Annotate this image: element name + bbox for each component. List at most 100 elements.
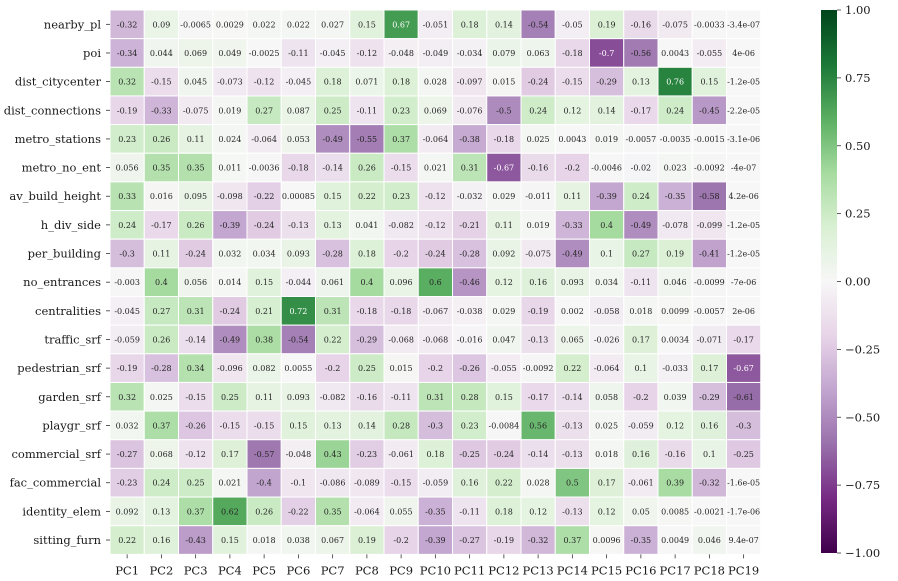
cell-value-label: -0.32 bbox=[699, 479, 720, 488]
cell-value-label: -0.18 bbox=[494, 135, 515, 144]
heatmap-cell bbox=[178, 38, 214, 68]
colorbar-tick-label: 0.00 bbox=[845, 275, 871, 289]
heatmap-cell bbox=[109, 467, 145, 498]
heatmap-cell bbox=[246, 381, 282, 412]
row-label: centralities bbox=[35, 304, 101, 318]
heatmap-cell bbox=[143, 267, 179, 298]
heatmap-cell bbox=[657, 210, 693, 240]
cell-value-label: -0.15 bbox=[220, 421, 241, 430]
cell-value-label: -0.2 bbox=[428, 364, 443, 373]
heatmap-cell bbox=[178, 525, 214, 555]
column-label: PC15 bbox=[591, 563, 622, 577]
cell-value-label: 0.25 bbox=[221, 393, 239, 402]
cell-value-label: 0.23 bbox=[118, 135, 136, 144]
cell-value-label: -0.57 bbox=[254, 450, 275, 459]
colorbar-gradient bbox=[821, 10, 837, 553]
cell-value-label: 0.18 bbox=[495, 507, 513, 516]
cell-value-label: -0.051 bbox=[423, 20, 449, 29]
heatmap-cell bbox=[452, 66, 488, 97]
cell-value-label: 0.11 bbox=[255, 393, 273, 402]
heatmap-cell bbox=[280, 296, 316, 326]
cell-value-label: 0.16 bbox=[700, 421, 718, 430]
heatmap-cell bbox=[178, 381, 214, 412]
cell-value-label: 0.032 bbox=[218, 250, 241, 259]
cell-value-label: -0.18 bbox=[357, 307, 378, 316]
heatmap-cell bbox=[143, 181, 179, 212]
cell-value-label: 0.058 bbox=[595, 393, 618, 402]
cell-value-label: -0.0065 bbox=[180, 20, 211, 29]
heatmap-cell bbox=[486, 38, 522, 68]
heatmap-cell bbox=[486, 181, 522, 212]
row-label: nearby_pl bbox=[44, 17, 102, 31]
heatmap-cell bbox=[657, 9, 693, 40]
cell-value-label: -0.13 bbox=[562, 421, 583, 430]
heatmap-cell bbox=[726, 525, 762, 555]
cell-value-label: 0.22 bbox=[118, 536, 136, 545]
heatmap-cell bbox=[589, 152, 625, 183]
cell-value-label: 0.18 bbox=[324, 78, 342, 87]
cell-value-label: -0.12 bbox=[425, 221, 446, 230]
heatmap-cell bbox=[178, 152, 214, 183]
heatmap-cell bbox=[520, 181, 556, 212]
cell-value-label: 0.0085 bbox=[661, 507, 689, 516]
cell-value-label: 0.0029 bbox=[216, 20, 244, 29]
cell-value-label: 0.002 bbox=[561, 307, 584, 316]
heatmap-cell bbox=[212, 95, 248, 126]
cell-value-label: -0.24 bbox=[220, 307, 241, 316]
cell-value-label: 0.31 bbox=[461, 164, 479, 173]
cell-value-label: -0.22 bbox=[254, 192, 275, 201]
cell-value-label: 0.0049 bbox=[661, 536, 689, 545]
cell-value-label: -0.49 bbox=[220, 335, 241, 344]
cell-value-label: 0.67 bbox=[392, 20, 410, 29]
cell-value-label: -0.0092 bbox=[694, 164, 725, 173]
heatmap-cell bbox=[212, 296, 248, 326]
cell-value-label: -0.25 bbox=[733, 450, 754, 459]
cell-value-label: -0.28 bbox=[322, 250, 343, 259]
cell-value-label: 0.069 bbox=[184, 49, 207, 58]
heatmap-cell bbox=[349, 152, 385, 183]
cell-value-label: -0.064 bbox=[423, 135, 449, 144]
column-label: PC7 bbox=[321, 563, 345, 577]
heatmap-cell bbox=[212, 66, 248, 97]
heatmap-cell bbox=[691, 267, 727, 298]
cell-value-label: 0.15 bbox=[700, 78, 718, 87]
heatmap-cell bbox=[726, 381, 762, 412]
cell-value-label: -0.02 bbox=[631, 164, 652, 173]
cell-value-label: -0.15 bbox=[391, 164, 412, 173]
heatmap-cell bbox=[486, 210, 522, 240]
cell-value-label: 4.2e-06 bbox=[728, 192, 758, 201]
heatmap-cell bbox=[726, 496, 762, 527]
heatmap-cell bbox=[691, 324, 727, 355]
row-label: playgr_srf bbox=[42, 418, 101, 432]
heatmap-cell bbox=[623, 238, 659, 269]
cell-value-label: -0.034 bbox=[457, 49, 483, 58]
column-label: PC4 bbox=[218, 563, 242, 577]
heatmap-cell bbox=[726, 124, 762, 154]
cell-value-label: -1.2e-05 bbox=[727, 250, 760, 259]
heatmap-cell bbox=[691, 467, 727, 498]
heatmap-cell bbox=[178, 238, 214, 269]
cell-value-label: -0.24 bbox=[185, 250, 206, 259]
cell-value-label: -0.13 bbox=[288, 221, 309, 230]
heatmap-cell bbox=[349, 467, 385, 498]
row-label: per_building bbox=[28, 247, 102, 261]
cell-value-label: -0.25 bbox=[459, 450, 480, 459]
heatmap-cell bbox=[486, 525, 522, 555]
cell-value-label: -0.048 bbox=[286, 450, 312, 459]
heatmap-cell bbox=[452, 353, 488, 383]
heatmap-cell bbox=[623, 296, 659, 326]
colorbar-tick-label: −0.25 bbox=[845, 342, 880, 356]
heatmap-cell bbox=[589, 95, 625, 126]
cell-value-label: -0.068 bbox=[423, 335, 449, 344]
heatmap-cell bbox=[349, 66, 385, 97]
cell-value-label: 0.12 bbox=[563, 106, 581, 115]
cell-value-label: 0.32 bbox=[118, 393, 136, 402]
column-label: PC5 bbox=[252, 563, 276, 577]
cell-value-label: 0.15 bbox=[495, 393, 513, 402]
cell-value-label: 0.12 bbox=[666, 421, 684, 430]
cell-value-label: -0.39 bbox=[596, 192, 617, 201]
cell-value-label: -0.26 bbox=[185, 421, 206, 430]
cell-value-label: 0.17 bbox=[700, 364, 718, 373]
heatmap-cell bbox=[280, 410, 316, 441]
